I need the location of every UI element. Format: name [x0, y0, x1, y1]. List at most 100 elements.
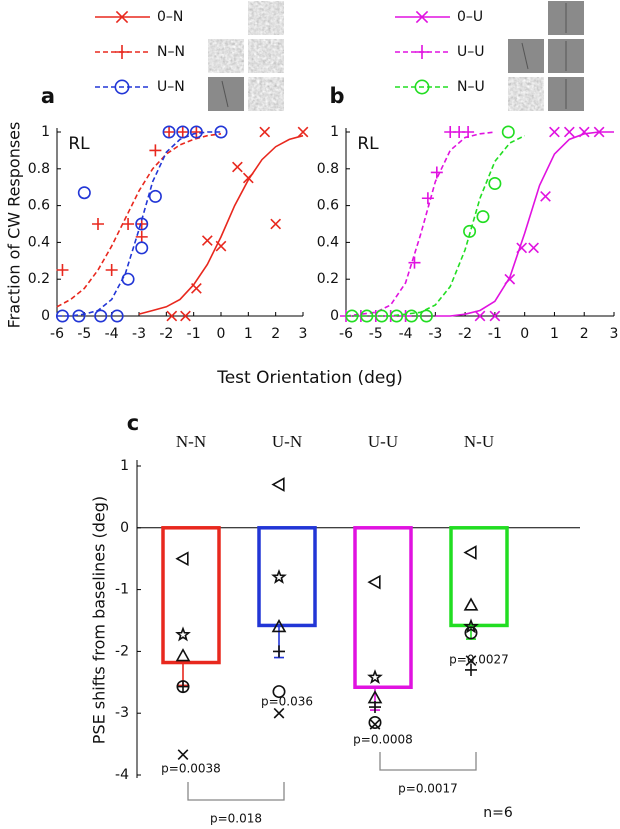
- y-axis-label: PSE shifts from baselines (deg): [90, 496, 109, 744]
- comparison-bracket: [379, 752, 477, 771]
- data-point: [176, 125, 190, 139]
- data-point: [462, 126, 475, 138]
- data-point: [121, 272, 135, 286]
- panel-label: b: [329, 84, 344, 108]
- x-tick-label: -6: [339, 326, 353, 342]
- legend-label: 0–U: [457, 9, 483, 25]
- y-axis-label: Fraction of CW Responses: [5, 122, 24, 329]
- data-point: [390, 309, 404, 323]
- subject-marker: [369, 718, 381, 730]
- y-tick-label: 0: [120, 520, 129, 536]
- data-point: [110, 309, 124, 323]
- category-label: U-N: [272, 432, 302, 451]
- data-point: [488, 177, 502, 191]
- x-tick-label: 3: [610, 326, 619, 342]
- data-point: [135, 230, 148, 243]
- data-point: [516, 242, 528, 254]
- data-point: [430, 166, 443, 179]
- y-tick-label: 0.4: [28, 234, 50, 250]
- x-tick-label: -4: [399, 326, 413, 342]
- subject-marker: [369, 701, 381, 714]
- x-tick-label: -4: [105, 326, 119, 342]
- p-value: p=0.036: [261, 695, 313, 709]
- y-tick-label: 0.2: [28, 271, 50, 287]
- data-point: [297, 126, 309, 138]
- y-tick-label: 0: [330, 308, 339, 324]
- data-point: [148, 189, 162, 203]
- subject-marker: [463, 597, 479, 611]
- fit-curve: [138, 134, 304, 315]
- noise-thumb: [248, 39, 284, 73]
- x-tick-label: -5: [77, 326, 91, 342]
- subject-marker: [273, 707, 285, 719]
- y-tick-label: 0: [41, 308, 50, 324]
- data-point: [201, 235, 213, 246]
- data-point: [259, 126, 271, 138]
- data-point: [77, 186, 91, 200]
- category-label: N-N: [176, 432, 206, 451]
- panel-label: c: [127, 411, 139, 435]
- legend-label: 0–N: [157, 9, 183, 25]
- data-point: [135, 217, 149, 231]
- data-point: [549, 126, 560, 138]
- subject-marker: [177, 749, 189, 760]
- bar: [161, 526, 221, 665]
- data-point: [578, 126, 590, 138]
- y-tick-label: -4: [115, 767, 129, 783]
- thumb-line: [221, 80, 229, 108]
- y-tick-label: 1: [330, 124, 339, 140]
- y-tick-label: 0.2: [317, 271, 339, 287]
- data-point: [463, 224, 477, 238]
- data-point: [405, 309, 419, 323]
- p-value: p=0.0038: [161, 762, 221, 776]
- panel-annotation: RL: [68, 134, 90, 154]
- data-point: [232, 161, 243, 173]
- x-tick-label: -1: [187, 326, 201, 342]
- data-point: [190, 126, 203, 138]
- data-point: [345, 309, 359, 323]
- fit-curve: [345, 131, 495, 317]
- fit-curve: [346, 134, 526, 317]
- data-point: [501, 125, 515, 139]
- y-tick-label: 0.4: [317, 234, 339, 250]
- data-point: [149, 144, 162, 157]
- legend-marker: [115, 45, 129, 59]
- subject-marker: [271, 477, 285, 492]
- x-tick-label: 3: [299, 326, 308, 342]
- bar: [449, 526, 509, 628]
- subject-marker: [175, 626, 191, 642]
- subject-marker: [464, 626, 478, 640]
- data-point: [176, 126, 189, 138]
- p-value: p=0.0027: [449, 653, 509, 667]
- data-point: [180, 310, 191, 322]
- data-point: [421, 192, 434, 205]
- legend-marker: [115, 10, 129, 24]
- comparison-p-value: p=0.0017: [398, 782, 458, 796]
- x-tick-label: 0: [520, 326, 529, 342]
- bar: [257, 526, 317, 628]
- x-tick-label: 1: [550, 326, 559, 342]
- noise-thumb: [248, 1, 284, 35]
- comparison-bracket: [187, 782, 285, 801]
- data-point: [94, 309, 108, 323]
- panel-annotation: RL: [357, 134, 379, 154]
- y-tick-label: -3: [115, 705, 129, 721]
- p-value: p=0.0008: [353, 733, 413, 747]
- x-tick-label: -3: [428, 326, 442, 342]
- subject-marker: [175, 648, 191, 662]
- category-label: N-U: [464, 432, 494, 451]
- stimulus-thumbnails: [208, 1, 584, 111]
- x-tick-label: -2: [458, 326, 472, 342]
- category-label: U-U: [368, 432, 398, 451]
- legend-marker: [114, 79, 130, 95]
- data-point: [419, 309, 433, 323]
- y-tick-label: 1: [120, 458, 129, 474]
- legend-label: U–U: [457, 44, 485, 60]
- legend-label: U–N: [157, 79, 185, 95]
- subject-marker: [271, 568, 287, 584]
- legend-marker: [415, 10, 429, 24]
- x-tick-label: -2: [159, 326, 173, 342]
- subject-marker: [175, 551, 189, 567]
